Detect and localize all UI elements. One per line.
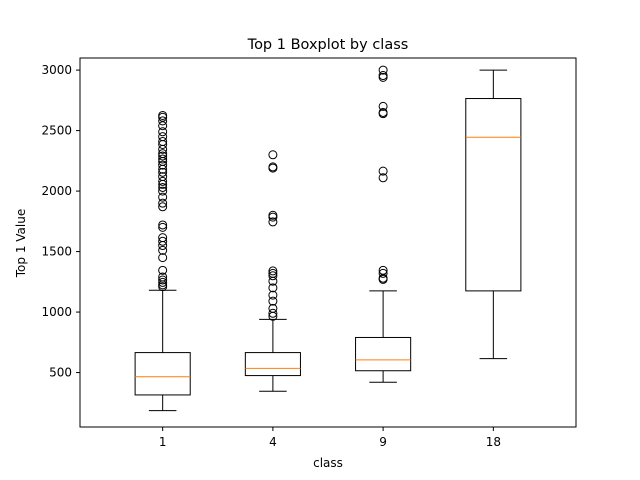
- outlier-point: [158, 233, 168, 243]
- outlier-point: [158, 151, 168, 161]
- box-iqr: [134, 352, 191, 396]
- outlier-point: [158, 127, 168, 137]
- outlier-point: [268, 268, 278, 278]
- outlier-point: [268, 210, 278, 220]
- outlier-point: [268, 150, 278, 160]
- outlier-point: [158, 192, 168, 202]
- outlier-point: [378, 268, 388, 278]
- chart-title: Top 1 Boxplot by class: [247, 37, 409, 53]
- outlier-point: [378, 173, 388, 183]
- y-tick-label: 3000: [41, 63, 72, 77]
- outlier-point: [158, 186, 168, 196]
- outlier-point: [158, 275, 168, 285]
- outlier-point: [158, 265, 168, 275]
- y-axis-label: Top 1 Value: [14, 209, 28, 278]
- x-axis-label: class: [313, 456, 343, 470]
- y-tick-label: 2000: [41, 184, 72, 198]
- outlier-point: [158, 154, 168, 164]
- outlier-point: [158, 272, 168, 282]
- x-tick-label: 1: [159, 435, 167, 449]
- outlier-point: [268, 217, 278, 227]
- outlier-point: [158, 277, 168, 287]
- x-tick-label: 4: [269, 435, 277, 449]
- outlier-point: [378, 71, 388, 81]
- outlier-point: [158, 136, 168, 146]
- box-iqr: [465, 98, 522, 292]
- outlier-point: [158, 172, 168, 182]
- outlier-point: [158, 198, 168, 208]
- outlier-point: [158, 220, 168, 230]
- outlier-point: [268, 162, 278, 172]
- box-iqr: [244, 352, 301, 377]
- outlier-point: [158, 182, 168, 192]
- outlier-point: [158, 176, 168, 186]
- outlier-point: [378, 166, 388, 176]
- outlier-point: [158, 202, 168, 212]
- outlier-point: [268, 266, 278, 276]
- outlier-point: [268, 290, 278, 300]
- outlier-point: [158, 110, 168, 120]
- outlier-point: [268, 303, 278, 313]
- y-tick-label: 2500: [41, 124, 72, 138]
- plot-area: 500 1000 1500 2000 2500 3000 1 4 9 18: [41, 57, 577, 449]
- outlier-point: [158, 236, 168, 246]
- outlier-point: [158, 160, 168, 170]
- outlier-point: [378, 107, 388, 117]
- outlier-point: [158, 132, 168, 142]
- outlier-point: [378, 65, 388, 75]
- y-tick-label: 1000: [41, 305, 72, 319]
- outlier-point: [268, 271, 278, 281]
- x-tick-label: 18: [486, 435, 501, 449]
- outlier-point: [158, 116, 168, 126]
- y-tick-label: 1500: [41, 245, 72, 259]
- outlier-point: [268, 296, 278, 306]
- outlier-point: [158, 167, 168, 177]
- outlier-point: [378, 101, 388, 111]
- outlier-point: [158, 245, 168, 255]
- outlier-point: [268, 283, 278, 293]
- outlier-point: [158, 149, 168, 159]
- outlier-point: [268, 308, 278, 318]
- x-tick-label: 9: [379, 435, 387, 449]
- plot-frame: [79, 57, 577, 428]
- y-tick-label: 500: [49, 366, 72, 380]
- box-iqr: [355, 336, 412, 372]
- outlier-point: [378, 265, 388, 275]
- outlier-point: [158, 222, 168, 232]
- outlier-point: [158, 253, 168, 263]
